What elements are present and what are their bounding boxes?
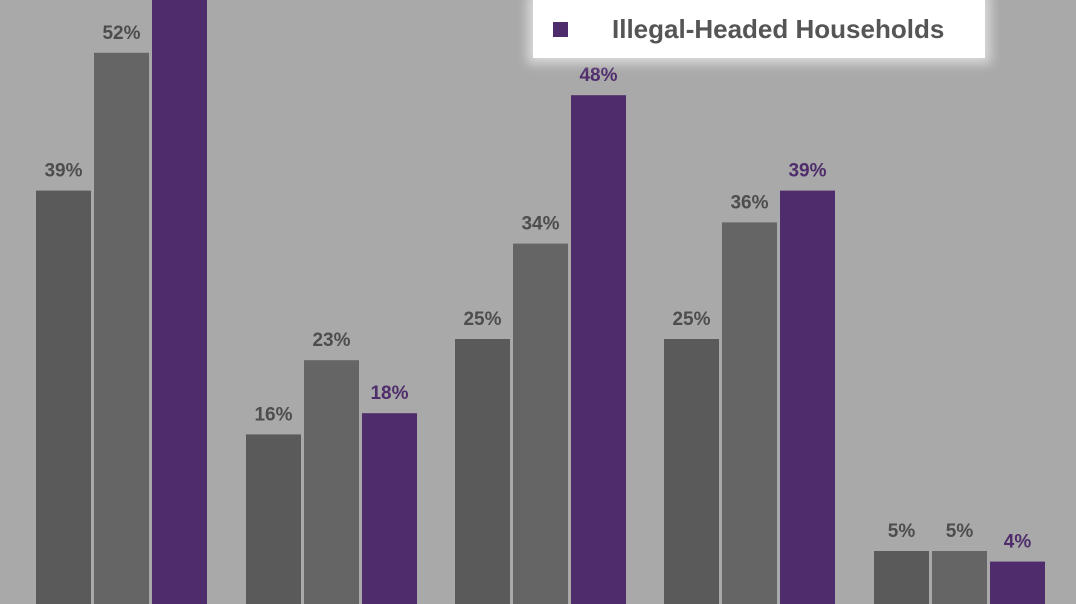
bars-layer [36, 0, 1045, 604]
data-label-series1-group4: 25% [672, 309, 710, 330]
bar-series3-group4 [780, 190, 835, 604]
bar-series1-group4 [664, 339, 719, 604]
data-label-series1-group1: 39% [44, 161, 82, 182]
bar-series3-group3 [571, 95, 626, 604]
data-label-series3-group5: 4% [1004, 532, 1032, 553]
bar-series2-group5 [932, 551, 987, 604]
bar-series1-group2 [246, 434, 301, 604]
bar-series1-group1 [36, 190, 91, 604]
legend-label-illegal-headed: Illegal-Headed Households [612, 13, 945, 44]
bar-series1-group3 [455, 339, 510, 604]
data-label-series2-group2: 23% [312, 330, 350, 351]
bar-series2-group4 [722, 222, 777, 604]
data-label-series2-group5: 5% [946, 521, 974, 542]
legend: Illegal-Headed Households [533, 0, 985, 58]
bar-series3-group2 [362, 413, 417, 604]
data-label-series3-group2: 18% [370, 383, 408, 404]
legend-swatch-illegal-headed [553, 21, 568, 37]
data-label-series1-group2: 16% [254, 404, 292, 425]
data-label-series1-group5: 5% [888, 521, 916, 542]
bar-series3-group5 [990, 561, 1045, 604]
data-label-series2-group4: 36% [730, 192, 768, 213]
data-labels-layer: 39% 16% 25% 25% 5% 52% 23% 34% 36% 5% 18% 48% 39% 4% [44, 23, 1031, 553]
data-label-series3-group4: 39% [788, 161, 826, 182]
data-label-series2-group1: 52% [102, 23, 140, 44]
data-label-series3-group3: 48% [579, 65, 617, 86]
bar-series3-group1 [152, 0, 207, 604]
data-label-series2-group3: 34% [521, 214, 559, 235]
bar-series2-group2 [304, 360, 359, 604]
bar-series1-group5 [874, 551, 929, 604]
data-label-series1-group3: 25% [463, 309, 501, 330]
bar-series2-group3 [513, 243, 568, 604]
bar-series2-group1 [94, 52, 149, 604]
